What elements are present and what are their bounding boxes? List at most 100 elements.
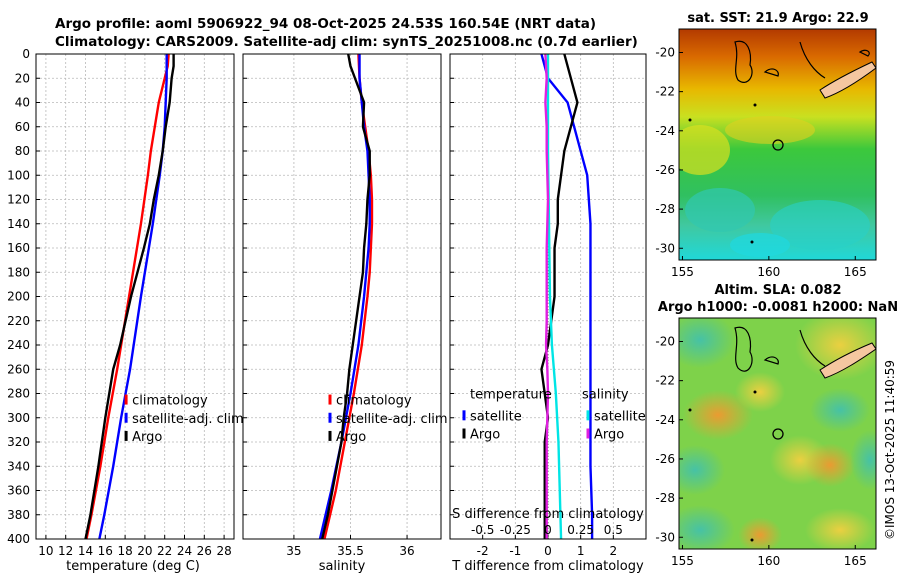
salinity-xlabel: salinity — [319, 559, 366, 574]
x-tick-label: -2 — [477, 544, 489, 558]
x-tick-label: 14 — [78, 544, 93, 558]
map-lon-label: 160 — [757, 265, 780, 279]
depth-tick-label: 380 — [7, 508, 30, 522]
difference-top-xlabel: S difference from climatology — [452, 507, 644, 522]
sla-map-axes: 155 160 165 -20 -22 -24 -26 -28 -30 — [655, 334, 866, 568]
series-line-sat — [540, 53, 594, 539]
x-tick-label: 10 — [38, 544, 53, 558]
map-lon-label: 160 — [757, 554, 780, 568]
top-tick-label: 0.25 — [567, 523, 594, 537]
salinity-panel: 35 35.5 36 climatology satellite-adj. clim Ar… — [242, 53, 448, 558]
map-lat-label: -24 — [655, 413, 675, 427]
top-tick-label: 0.5 — [604, 523, 623, 537]
sla-map-title-1: Altim. SLA: 0.082 — [715, 283, 842, 298]
legend-label: Argo — [594, 428, 624, 443]
legend-label: satellite-adj. clim — [132, 412, 244, 427]
argo-position-marker — [772, 139, 784, 151]
map-lon-label: 165 — [844, 265, 867, 279]
top-tick-label: -0.5 — [471, 523, 494, 537]
legend-label: satellite — [470, 409, 522, 424]
map-lat-label: -24 — [655, 124, 675, 138]
x-tick-label: -1 — [509, 544, 521, 558]
top-tick-label: 0 — [544, 523, 552, 537]
sla-map-title-2: Argo h1000: -0.0081 h2000: NaN — [658, 300, 898, 315]
depth-tick-label: 260 — [7, 362, 30, 376]
title-line-1: Argo profile: aoml 5906922_94 08-Oct-202… — [55, 16, 596, 32]
sst-map — [679, 29, 876, 260]
legend-label: satellite — [594, 409, 646, 424]
legend-label: climatology — [132, 394, 208, 409]
depth-tick-label: 400 — [7, 532, 30, 546]
legend-label: satellite-adj. clim — [336, 412, 448, 427]
temperature-xlabel: temperature (deg C) — [66, 559, 200, 574]
depth-tick-label: 220 — [7, 314, 30, 328]
depth-tick-label: 100 — [7, 168, 30, 182]
legend-header-salinity: salinity — [582, 387, 629, 402]
x-tick-label: 1 — [577, 544, 585, 558]
depth-tick-label: 140 — [7, 217, 30, 231]
x-tick-label: 36 — [399, 544, 414, 558]
sst-map-title: sat. SST: 21.9 Argo: 22.9 — [687, 11, 868, 26]
x-tick-label: 20 — [137, 544, 152, 558]
depth-tick-label: 240 — [7, 338, 30, 352]
depth-tick-label: 120 — [7, 193, 30, 207]
map-lat-label: -28 — [655, 491, 675, 505]
series-line-argo — [321, 53, 371, 540]
map-lon-label: 165 — [844, 554, 867, 568]
x-tick-label: 12 — [58, 544, 73, 558]
depth-tick-label: 180 — [7, 265, 30, 279]
plot-frame — [449, 53, 647, 540]
legend-label: Argo — [470, 428, 500, 443]
sst-map-axes: 155 160 165 -20 -22 -24 -26 -28 -30 — [655, 45, 866, 279]
legend-header-temperature: temperature — [470, 387, 552, 402]
x-tick-label: 26 — [197, 544, 212, 558]
depth-tick-label: 360 — [7, 484, 30, 498]
map-lat-label: -30 — [655, 241, 675, 255]
difference-xlabel: T difference from climatology — [451, 559, 644, 574]
map-lat-label: -26 — [655, 452, 675, 466]
series-line-clim — [85, 53, 170, 540]
x-tick-label: 22 — [157, 544, 172, 558]
map-lat-label: -28 — [655, 202, 675, 216]
series-line-magenta — [544, 53, 550, 539]
depth-tick-label: 20 — [15, 71, 30, 85]
title-line-2: Climatology: CARS2009. Satellite-adj cli… — [55, 34, 638, 50]
x-tick-label: 35.5 — [337, 544, 364, 558]
depth-tick-label: 60 — [15, 120, 30, 134]
map-lat-label: -26 — [655, 163, 675, 177]
series-line-cyan — [546, 54, 563, 540]
depth-tick-label: 320 — [7, 435, 30, 449]
depth-tick-label: 340 — [7, 459, 30, 473]
x-tick-label: 18 — [117, 544, 132, 558]
series-line-argo — [540, 53, 579, 539]
plot-frame — [35, 53, 235, 540]
x-tick-label: 16 — [98, 544, 113, 558]
legend-label: climatology — [336, 394, 412, 409]
x-tick-label: 28 — [216, 544, 231, 558]
top-tick-label: -0.25 — [500, 523, 531, 537]
legend-label: Argo — [336, 430, 366, 445]
depth-tick-label: 80 — [15, 144, 30, 158]
series-line-sat — [98, 54, 168, 540]
depth-tick-label: 300 — [7, 411, 30, 425]
x-tick-label: 24 — [177, 544, 192, 558]
argo-position-marker-sla — [772, 428, 784, 440]
depth-tick-label: 200 — [7, 290, 30, 304]
map-lon-label: 155 — [671, 265, 694, 279]
map-lat-label: -22 — [655, 374, 675, 388]
map-lat-label: -30 — [655, 530, 675, 544]
depth-tick-label: 280 — [7, 387, 30, 401]
map-lat-label: -20 — [655, 45, 675, 59]
imos-timestamp: ©IMOS 13-Oct-2025 11:40:59 — [883, 360, 897, 540]
x-tick-label: 35 — [286, 544, 301, 558]
temperature-panel: 0 20 40 60 80 100 120 140 160 180 200 220 240 260 280 3… — [7, 47, 244, 558]
x-tick-label: 2 — [610, 544, 618, 558]
series-line-argo — [84, 54, 175, 540]
map-lon-label: 155 — [671, 554, 694, 568]
depth-tick-label: 40 — [15, 96, 30, 110]
x-tick-label: 0 — [544, 544, 552, 558]
map-lat-label: -22 — [655, 85, 675, 99]
depth-tick-label: 160 — [7, 241, 30, 255]
difference-panel: -2 -1 0 1 2 -0.5 -0.25 0 0.25 0.5 temperature salin… — [449, 53, 647, 558]
